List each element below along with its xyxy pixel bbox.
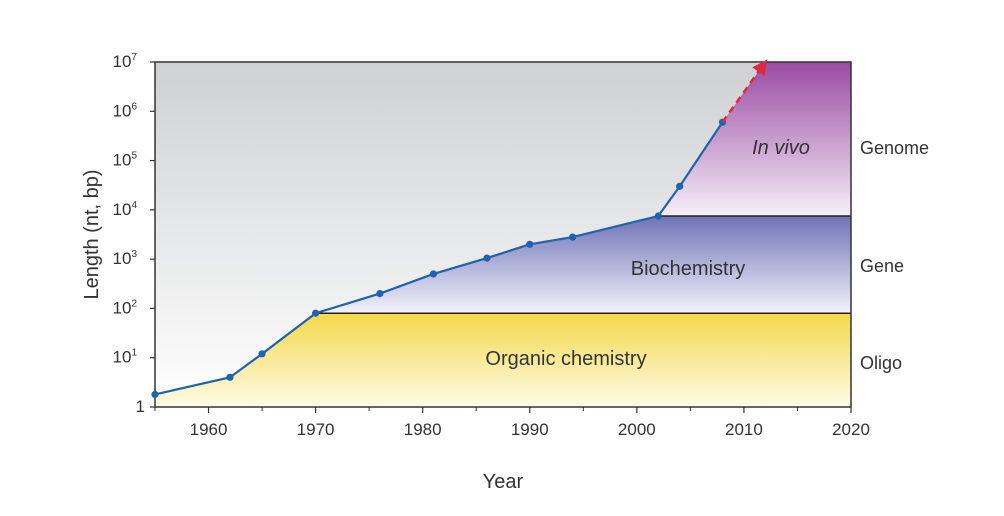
data-point [226,373,234,381]
data-point [526,240,534,248]
region-label: Organic chemistry [485,348,646,370]
y-tick-label: 102 [113,298,138,317]
side-label: Genome [860,138,929,158]
data-point [429,270,437,278]
region-label: Biochemistry [631,258,745,280]
side-label: Oligo [860,353,902,373]
data-point [569,233,577,241]
y-tick-label: 1 [136,397,145,416]
region-in-vivo [658,62,851,217]
y-tick-label: 106 [113,101,138,120]
data-point [483,254,491,262]
data-point [376,289,384,298]
x-tick-label: 2010 [725,420,763,439]
data-point [654,212,662,220]
data-point [312,309,320,317]
y-tick-label: 104 [113,200,138,219]
x-tick-label: 1970 [297,420,335,439]
side-label: Gene [860,256,904,276]
region-organic-chemistry [155,313,851,407]
x-tick-label: 2000 [618,420,656,439]
projection-arrow [721,59,768,123]
region-biochemistry [315,216,852,314]
x-axis-title: Year [483,471,524,493]
x-tick-label: 2020 [832,420,870,439]
data-point [258,350,266,358]
y-tick-label: 105 [113,151,138,170]
x-tick-label: 1990 [511,420,549,439]
y-axis-title: Length (nt, bp) [81,169,103,299]
region-label: In vivo [752,137,810,159]
x-tick-label: 1980 [404,420,442,439]
data-point [151,390,159,399]
series-line [154,121,724,396]
x-tick-label: 1960 [190,420,228,439]
y-tick-label: 103 [113,249,138,268]
y-tick-label: 107 [113,52,138,71]
plot-frame [154,61,852,408]
y-tick-label: 101 [113,348,138,367]
data-point [676,182,684,190]
